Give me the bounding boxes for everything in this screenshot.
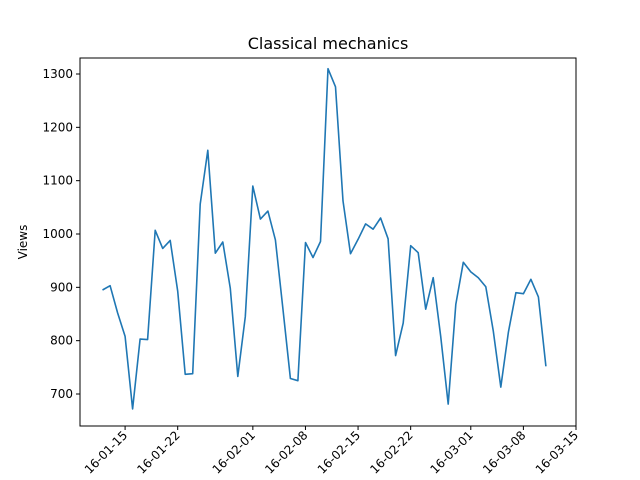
y-tick-label: 1100 bbox=[42, 174, 73, 188]
y-axis-label: Views bbox=[16, 225, 30, 260]
y-tick-label: 1000 bbox=[42, 227, 73, 241]
y-tick-label: 700 bbox=[50, 387, 73, 401]
x-tick-label: 16-02-08 bbox=[262, 428, 310, 476]
x-tick-label: 16-01-15 bbox=[82, 428, 130, 476]
x-tick-label: 16-02-01 bbox=[210, 428, 258, 476]
x-tick-label: 16-02-22 bbox=[367, 428, 415, 476]
x-axis: 16-01-15 16-01-22 16-02-01 16-02-08 16-02-15… bbox=[82, 426, 581, 477]
x-tick-label: 16-03-15 bbox=[533, 428, 581, 476]
plot-area bbox=[102, 67, 547, 410]
y-axis: 700 800 900 1000 1100 1200 1300 bbox=[42, 67, 80, 401]
y-tick-label: 800 bbox=[50, 334, 73, 348]
x-tick-label: 16-03-08 bbox=[480, 428, 528, 476]
chart-title: Classical mechanics bbox=[248, 34, 409, 53]
x-tick-label: 16-03-01 bbox=[427, 428, 475, 476]
y-tick-label: 1300 bbox=[42, 67, 73, 81]
series-line bbox=[102, 67, 547, 410]
x-tick-label: 16-02-15 bbox=[315, 428, 363, 476]
plot-frame bbox=[79, 57, 577, 427]
y-tick-label: 1200 bbox=[42, 120, 73, 134]
y-tick-label: 900 bbox=[50, 280, 73, 294]
x-tick-label: 16-01-22 bbox=[134, 428, 182, 476]
